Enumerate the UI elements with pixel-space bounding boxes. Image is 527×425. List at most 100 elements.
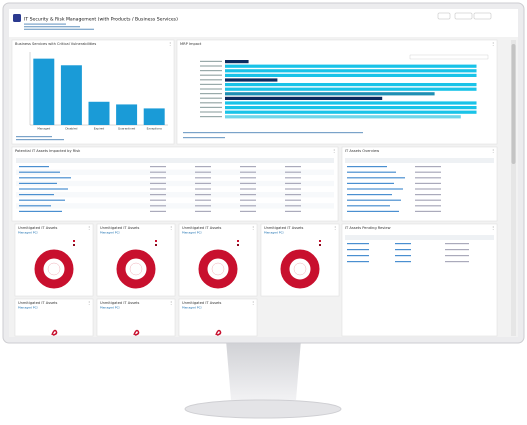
cell-placeholder: [150, 177, 166, 179]
cell-placeholder: [415, 188, 441, 190]
row-label-placeholder: [200, 60, 222, 62]
row-label-placeholder: [200, 102, 222, 104]
bar: [143, 108, 165, 125]
cell-placeholder: [285, 177, 301, 179]
cell-placeholder: [415, 199, 441, 201]
panel-title: Unmitigated IT Assets: [18, 226, 58, 230]
cell-placeholder: [150, 166, 166, 168]
panel-menu[interactable]: ⋮: [251, 225, 255, 230]
panel-menu[interactable]: ⋮: [491, 148, 495, 153]
panel-title: Unmitigated IT Assets: [182, 226, 222, 230]
panel-menu[interactable]: ⋮: [87, 225, 91, 230]
link-placeholder: [19, 188, 68, 190]
cell-placeholder: [150, 210, 166, 212]
scroll-thumb[interactable]: [511, 44, 516, 164]
cell-placeholder: [150, 199, 166, 201]
link-placeholder: [347, 177, 405, 179]
panel-menu[interactable]: ⋮: [491, 225, 495, 230]
link-placeholder: [347, 205, 390, 207]
panel-title: Unmitigated IT Assets: [18, 301, 58, 305]
panel-title: Unmitigated IT Assets: [182, 301, 222, 305]
x-tick-label: Exceptions: [147, 127, 163, 131]
panel-menu[interactable]: ⋮: [169, 225, 173, 230]
legend-swatch: [155, 244, 157, 246]
bar: [225, 96, 383, 100]
link-placeholder: [347, 243, 369, 245]
bar: [225, 110, 477, 114]
link-placeholder: [347, 199, 401, 201]
link-placeholder: [347, 210, 399, 212]
bar: [225, 78, 278, 82]
table-row: [16, 197, 334, 203]
panel: [96, 298, 176, 337]
legend-swatch: [319, 244, 321, 246]
cell-placeholder: [195, 171, 211, 173]
header-button[interactable]: [454, 12, 473, 20]
cell-placeholder: [285, 188, 301, 190]
cell-placeholder: [415, 194, 441, 196]
donut-inner: [47, 262, 61, 276]
row-label-placeholder: [200, 83, 222, 85]
cell-placeholder: [195, 188, 211, 190]
link-placeholder: [395, 249, 411, 251]
bar: [225, 115, 461, 119]
donut-hole: [44, 259, 64, 279]
table-row: [16, 186, 334, 192]
text-placeholder: [24, 26, 80, 28]
panel-menu[interactable]: ⋮: [168, 41, 172, 46]
link-placeholder: [347, 261, 369, 263]
table-row: [16, 169, 334, 175]
table-row: [16, 192, 334, 198]
bar: [225, 101, 477, 105]
bar: [225, 92, 435, 96]
text-placeholder: [24, 28, 94, 30]
header-button[interactable]: [437, 12, 451, 20]
cell-placeholder: [285, 210, 301, 212]
cell-placeholder: [285, 199, 301, 201]
monitor-base: [184, 399, 342, 419]
panel-title: Unmitigated IT Assets: [100, 226, 140, 230]
cell-placeholder: [240, 210, 256, 212]
panel-menu[interactable]: ⋮: [169, 300, 173, 305]
bar: [225, 69, 477, 73]
text-placeholder: [24, 23, 66, 25]
panel-menu[interactable]: ⋮: [491, 41, 495, 46]
header-button[interactable]: [473, 12, 492, 20]
text-placeholder: [16, 139, 64, 141]
cell-placeholder: [445, 261, 469, 263]
cell-placeholder: [195, 182, 211, 184]
cell-placeholder: [150, 205, 166, 207]
link-placeholder: [347, 249, 369, 251]
x-tick-label: Expired: [94, 127, 105, 131]
cell-placeholder: [195, 205, 211, 207]
cell-placeholder: [415, 171, 441, 173]
scrollbar: [511, 40, 516, 336]
cell-placeholder: [240, 194, 256, 196]
cell-placeholder: [415, 205, 441, 207]
table-header: [345, 158, 494, 163]
cell-placeholder: [240, 177, 256, 179]
panel-menu[interactable]: ⋮: [332, 148, 336, 153]
panel-title: IT Assets Pending Review: [345, 226, 391, 230]
panel-title: Potential IT Assets Impacted by Risk: [15, 149, 81, 153]
panel: [178, 298, 258, 337]
link-placeholder: [347, 188, 403, 190]
cell-placeholder: [240, 199, 256, 201]
row-label-placeholder: [200, 79, 222, 81]
row-label-placeholder: [200, 116, 222, 118]
cell-placeholder: [195, 166, 211, 168]
row-label-placeholder: [200, 106, 222, 108]
row-label-placeholder: [200, 74, 222, 76]
panel-menu[interactable]: ⋮: [87, 300, 91, 305]
row-label-placeholder: [200, 70, 222, 72]
cell-placeholder: [415, 177, 441, 179]
legend-swatch: [73, 240, 75, 242]
app-icon: [13, 14, 21, 22]
x-tick-label: Managed: [37, 127, 50, 131]
panel-menu[interactable]: ⋮: [251, 300, 255, 305]
panel-menu[interactable]: ⋮: [333, 225, 337, 230]
panel-title: Unmitigated IT Assets: [100, 301, 140, 305]
donut-ring: [198, 249, 238, 289]
table-row: [16, 180, 334, 187]
